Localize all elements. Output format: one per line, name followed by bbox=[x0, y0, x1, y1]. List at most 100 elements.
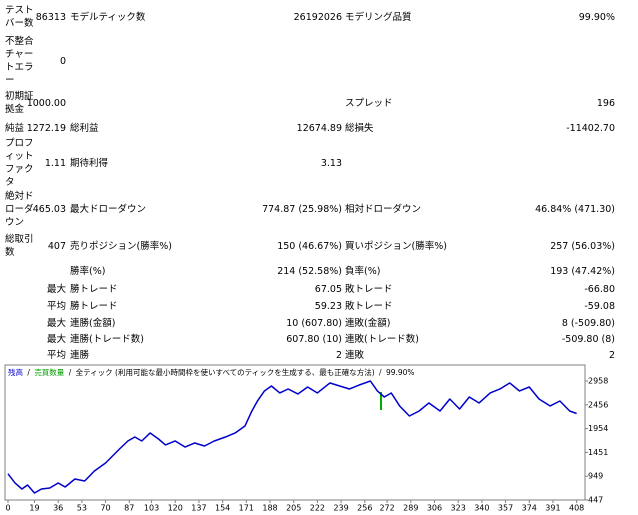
field-label: 敗トレード bbox=[345, 283, 393, 295]
row-label: テストバー数 bbox=[5, 5, 34, 29]
field-value: 99.90% bbox=[578, 11, 615, 23]
plot-frame bbox=[4, 364, 586, 501]
x-tick-label: 222 bbox=[310, 504, 325, 513]
field-label: 総損失 bbox=[345, 122, 374, 134]
field-value: 26192026 bbox=[293, 11, 342, 23]
field-value: 214 (52.58%) bbox=[277, 265, 342, 277]
field-label: 連勝(金額) bbox=[70, 317, 116, 329]
field-value: 2 bbox=[335, 349, 342, 361]
x-tick-label: 357 bbox=[498, 504, 513, 513]
field-label: 勝トレード bbox=[70, 301, 118, 312]
x-tick-label: 306 bbox=[427, 504, 442, 513]
x-tick-label: 272 bbox=[379, 504, 394, 513]
field-label: 敗トレード bbox=[345, 301, 393, 312]
x-tick-label: 391 bbox=[545, 504, 560, 513]
field-value: 46.84% (471.30) bbox=[535, 203, 615, 215]
field-label: 連勝(トレード数) bbox=[70, 333, 144, 345]
row-label: 絶対ドローダウン bbox=[5, 190, 34, 228]
field-label: 連敗(金額) bbox=[345, 317, 391, 329]
x-tick-label: 137 bbox=[191, 504, 206, 513]
field-label: モデルティック数 bbox=[70, 11, 146, 23]
row-label: 純益 bbox=[5, 122, 25, 134]
x-tick-label: 239 bbox=[333, 504, 348, 513]
x-tick-label: 0 bbox=[5, 504, 10, 513]
row-value: 407 bbox=[47, 240, 66, 252]
row-value: 最大 bbox=[46, 317, 66, 329]
row-label: プロフィットファクタ bbox=[5, 138, 34, 188]
field-value: 257 (56.03%) bbox=[550, 240, 615, 252]
x-tick-label: 120 bbox=[168, 504, 183, 513]
field-value: 774.87 (25.98%) bbox=[262, 203, 342, 215]
row-value: 平均 bbox=[46, 301, 66, 312]
row-value: 最大 bbox=[46, 283, 66, 295]
row-label: 初期証拠金 bbox=[5, 91, 34, 115]
row-value: 86313 bbox=[35, 11, 66, 23]
y-tick-label: 447 bbox=[588, 496, 603, 505]
field-value: -59.08 bbox=[584, 301, 615, 312]
row-value: 平均 bbox=[46, 349, 66, 361]
chart-subtitle: 全ティック (利用可能な最小時間枠を使いすべてのティックを生成する、最も正確な方… bbox=[75, 368, 375, 377]
field-label: 連勝 bbox=[70, 349, 90, 361]
row-value: 1.11 bbox=[44, 157, 66, 169]
x-tick-label: 171 bbox=[239, 504, 254, 513]
field-label: 最大ドローダウン bbox=[70, 203, 147, 215]
field-label: 連敗(トレード数) bbox=[345, 333, 419, 345]
x-tick-label: 103 bbox=[144, 504, 159, 513]
field-value: 67.05 bbox=[314, 283, 342, 295]
field-value: 607.80 (10) bbox=[286, 333, 342, 345]
field-label: 売りポジション(勝率%) bbox=[70, 240, 172, 252]
legend-entry: 売買数量 bbox=[34, 368, 65, 377]
field-label: 勝トレード bbox=[70, 283, 118, 295]
field-value: 2 bbox=[608, 349, 615, 361]
x-tick-label: 53 bbox=[77, 504, 87, 513]
row-value: 1000.00 bbox=[26, 97, 66, 109]
balance-line bbox=[7, 380, 577, 494]
field-label: 買いポジション(勝率%) bbox=[345, 240, 447, 252]
separator: / bbox=[379, 368, 382, 377]
field-value: -11402.70 bbox=[566, 122, 615, 134]
row-label: 総取引数 bbox=[5, 234, 34, 258]
y-tick-label: 2958 bbox=[588, 376, 608, 385]
field-value: 193 (47.42%) bbox=[550, 265, 615, 277]
modeling-quality: 99.90% bbox=[385, 368, 415, 377]
x-tick-label: 188 bbox=[262, 504, 277, 513]
field-label: 勝率(%) bbox=[70, 265, 106, 277]
x-tick-label: 374 bbox=[522, 504, 537, 513]
field-label: 連敗 bbox=[345, 349, 365, 361]
x-tick-label: 408 bbox=[569, 504, 584, 513]
row-value: 0 bbox=[59, 55, 66, 67]
field-label: 総利益 bbox=[70, 122, 99, 134]
y-tick-label: 2456 bbox=[588, 400, 608, 409]
separator: / bbox=[27, 368, 30, 377]
row-value: 最大 bbox=[46, 333, 66, 345]
x-tick-label: 340 bbox=[474, 504, 489, 513]
x-tick-label: 36 bbox=[53, 504, 63, 513]
row-value: 1272.19 bbox=[26, 122, 66, 134]
separator: / bbox=[68, 368, 72, 377]
field-value: 196 bbox=[596, 97, 615, 109]
chart-header: 残高 / 売買数量 / 全ティック (利用可能な最小時間枠を使いすべてのティック… bbox=[8, 367, 417, 378]
field-value: 150 (46.67%) bbox=[277, 240, 342, 252]
field-value: -66.80 bbox=[584, 283, 615, 295]
x-tick-label: 70 bbox=[100, 504, 110, 513]
field-value: 3.13 bbox=[320, 157, 342, 169]
field-label: スプレッド bbox=[345, 97, 393, 109]
x-tick-label: 154 bbox=[215, 504, 230, 513]
field-label: モデリング品質 bbox=[345, 11, 412, 23]
field-label: 相対ドローダウン bbox=[345, 203, 422, 215]
field-value: -509.80 (8) bbox=[561, 333, 615, 345]
x-tick-label: 87 bbox=[124, 504, 134, 513]
y-tick-label: 1954 bbox=[588, 424, 608, 433]
field-value: 10 (607.80) bbox=[286, 317, 342, 329]
field-label: 負率(%) bbox=[345, 265, 381, 277]
row-label: 不整合チャートエラー bbox=[5, 36, 34, 86]
field-label: 期待利得 bbox=[70, 157, 109, 169]
x-tick-label: 256 bbox=[357, 504, 372, 513]
row-value: 465.03 bbox=[32, 203, 66, 215]
y-tick-label: 1451 bbox=[588, 448, 608, 457]
field-value: 59.23 bbox=[314, 301, 342, 312]
x-tick-label: 289 bbox=[403, 504, 418, 513]
field-value: 12674.89 bbox=[296, 122, 342, 134]
